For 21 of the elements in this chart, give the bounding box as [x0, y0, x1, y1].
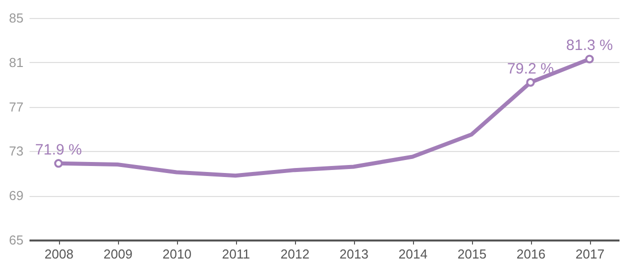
data-label: 71.9 % [35, 141, 82, 158]
x-tick-label: 2008 [44, 246, 74, 262]
data-label: 81.3 % [566, 37, 613, 54]
y-tick-label: 85 [9, 10, 24, 26]
y-tick-label: 69 [9, 188, 24, 204]
x-tick-label: 2011 [222, 246, 250, 262]
x-tick-label: 2012 [280, 246, 310, 262]
x-tick-label: 2014 [398, 246, 428, 262]
x-tick-label: 2015 [458, 246, 486, 262]
point [585, 54, 594, 64]
x-tick-label: 2013 [340, 246, 368, 262]
y-tick-label: 81 [9, 54, 24, 70]
x-tick-label: 2017 [576, 246, 604, 262]
x-tick-label: 2010 [162, 246, 192, 262]
point [526, 78, 535, 87]
y-tick-label: 73 [9, 144, 24, 159]
x-tick-label: 2016 [516, 246, 546, 262]
x-tick-label: 2009 [104, 246, 132, 262]
y-tick-label: 65 [9, 232, 24, 248]
point [54, 159, 63, 168]
y-tick-label: 77 [9, 99, 24, 114]
